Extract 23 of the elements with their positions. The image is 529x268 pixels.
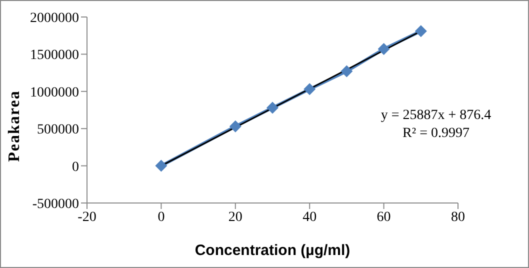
point xyxy=(414,25,427,38)
y-tick-label: -500000 xyxy=(32,196,79,212)
point xyxy=(304,83,316,96)
x-tick-label: 20 xyxy=(228,210,242,225)
x-tick-label: 40 xyxy=(302,210,317,225)
y-tick-label: 1000000 xyxy=(30,85,79,100)
y-tick-label: 0 xyxy=(72,160,79,175)
point xyxy=(229,120,242,132)
x-tick-label: 0 xyxy=(158,210,165,225)
x-tick-label: 60 xyxy=(376,210,391,225)
x-tick-label: -20 xyxy=(78,210,96,225)
annotation: y = 25887x + 876.4 xyxy=(380,108,492,123)
point xyxy=(266,102,278,114)
x-axis-title: Concentration (µg/ml) xyxy=(194,242,350,259)
point xyxy=(340,65,353,78)
y-tick-label: 500000 xyxy=(37,122,79,138)
point xyxy=(155,160,168,172)
point xyxy=(378,42,390,55)
x-tick-label: 80 xyxy=(451,210,465,225)
annotation: R² = 0.9997 xyxy=(402,126,470,141)
y-tick-label: 1500000 xyxy=(30,48,79,64)
y-tick-label: 2000000 xyxy=(30,10,79,26)
y-axis-title: Peakarea xyxy=(6,90,23,162)
